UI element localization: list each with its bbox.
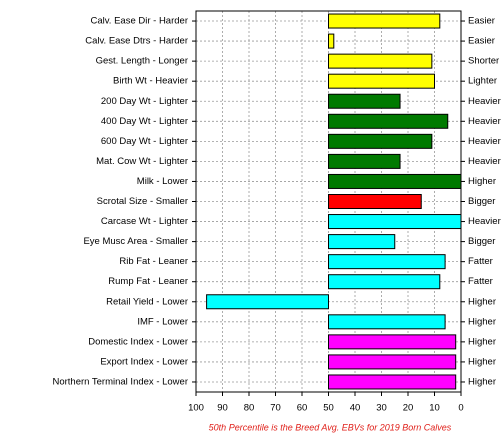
bar <box>328 194 422 209</box>
right-label: Bigger <box>468 196 495 207</box>
right-label: Fatter <box>468 276 493 287</box>
bar <box>328 33 335 49</box>
category-label: Milk - Lower <box>137 176 188 187</box>
category-label: 200 Day Wt - Lighter <box>101 96 188 107</box>
bar <box>328 374 457 390</box>
category-label: Retail Yield - Lower <box>106 296 188 307</box>
bar <box>328 254 446 270</box>
right-label: Higher <box>468 336 496 347</box>
right-label: Shorter <box>468 56 499 67</box>
category-label: Rump Fat - Leaner <box>108 276 188 287</box>
bar <box>328 13 441 29</box>
x-tick-label: 0 <box>458 403 463 414</box>
bar <box>206 294 330 310</box>
right-label: Easier <box>468 16 495 27</box>
footnote: 50th Percentile is the Breed Avg. EBVs f… <box>209 422 452 432</box>
bar <box>328 354 457 370</box>
bar <box>328 173 462 189</box>
bar <box>328 133 433 149</box>
bar <box>328 334 457 350</box>
right-label: Heavier <box>468 216 501 227</box>
category-label: Birth Wt - Heavier <box>113 76 188 87</box>
category-label: Mat. Cow Wt - Lighter <box>96 156 188 167</box>
category-label: Northern Terminal Index - Lower <box>52 376 188 387</box>
category-label: Domestic Index - Lower <box>88 336 188 347</box>
bar <box>328 214 462 230</box>
bar <box>328 93 401 109</box>
bar <box>328 274 441 290</box>
category-label: IMF - Lower <box>137 316 188 327</box>
x-tick-label: 30 <box>376 403 387 414</box>
plot-frame <box>195 10 462 393</box>
right-label: Heavier <box>468 116 501 127</box>
right-label: Higher <box>468 356 496 367</box>
right-label: Heavier <box>468 156 501 167</box>
category-label: Calv. Ease Dir - Harder <box>91 16 189 27</box>
x-tick-label: 20 <box>403 403 414 414</box>
right-label: Heavier <box>468 96 501 107</box>
category-label: Rib Fat - Leaner <box>119 256 188 267</box>
x-tick-label: 80 <box>244 403 255 414</box>
right-label: Higher <box>468 296 496 307</box>
right-label: Higher <box>468 316 496 327</box>
category-label: Carcase Wt - Lighter <box>101 216 188 227</box>
category-label: Gest. Length - Longer <box>96 56 188 67</box>
category-label: Eye Musc Area - Smaller <box>83 236 188 247</box>
x-tick-label: 50 <box>323 403 334 414</box>
right-label: Bigger <box>468 236 495 247</box>
bar <box>328 73 435 89</box>
x-tick-label: 60 <box>297 403 308 414</box>
bar <box>328 53 433 69</box>
right-label: Higher <box>468 376 496 387</box>
right-label: Lighter <box>468 76 497 87</box>
x-tick-label: 40 <box>350 403 361 414</box>
category-label: 400 Day Wt - Lighter <box>101 116 188 127</box>
bar <box>328 314 446 330</box>
right-label: Fatter <box>468 256 493 267</box>
bar <box>328 234 396 250</box>
category-label: 600 Day Wt - Lighter <box>101 136 188 147</box>
category-label: Calv. Ease Dtrs - Harder <box>85 36 188 47</box>
x-tick-label: 100 <box>188 403 204 414</box>
category-label: Scrotal Size - Smaller <box>97 196 188 207</box>
x-tick-label: 10 <box>429 403 440 414</box>
bar <box>328 113 449 129</box>
right-label: Heavier <box>468 136 501 147</box>
right-label: Higher <box>468 176 496 187</box>
bar <box>328 153 401 169</box>
right-label: Easier <box>468 36 495 47</box>
category-label: Export Index - Lower <box>100 356 188 367</box>
x-tick-label: 90 <box>217 403 228 414</box>
x-tick-label: 70 <box>270 403 281 414</box>
